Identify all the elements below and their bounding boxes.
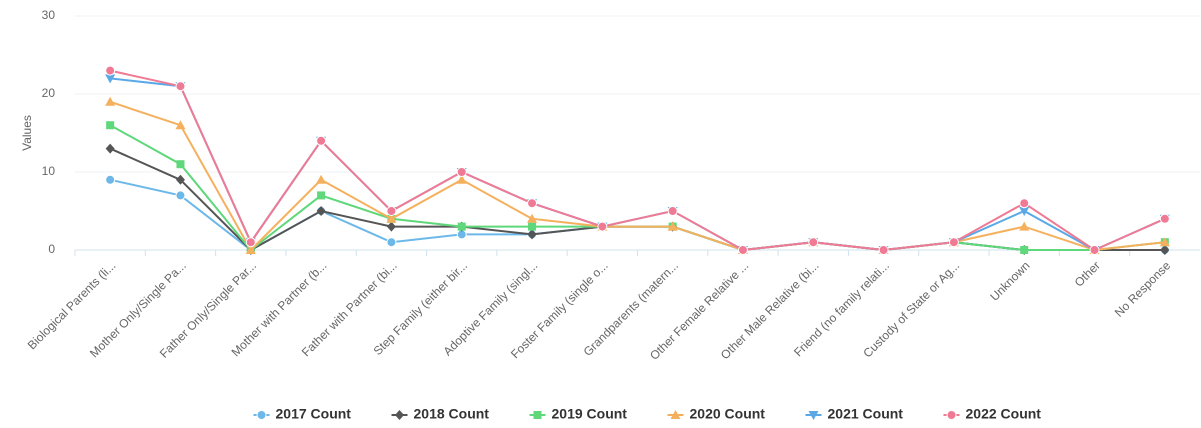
marker — [528, 222, 537, 231]
marker — [667, 206, 678, 216]
marker — [245, 245, 256, 254]
marker — [948, 237, 959, 248]
x-tick-label: No Response — [1112, 258, 1174, 320]
marker — [808, 411, 819, 420]
y-tick-label: 10 — [42, 164, 56, 178]
x-tick-label: Unknown — [987, 258, 1032, 303]
marker — [175, 190, 186, 201]
marker — [457, 222, 466, 231]
marker — [1160, 245, 1170, 255]
series-line — [109, 69, 1166, 252]
marker — [667, 221, 678, 231]
marker — [1159, 237, 1170, 247]
marker — [527, 229, 537, 240]
marker — [175, 120, 186, 130]
marker — [946, 410, 957, 420]
marker — [456, 174, 467, 184]
series — [105, 96, 1170, 254]
marker — [106, 121, 115, 130]
marker — [386, 237, 397, 248]
marker — [1019, 198, 1030, 209]
marker — [386, 206, 397, 216]
legend-label: 2022 Count — [966, 406, 1042, 422]
legend-label: 2019 Count — [552, 406, 628, 422]
series — [105, 74, 1170, 255]
marker — [1020, 246, 1029, 254]
legend-label: 2020 Count — [690, 406, 766, 422]
marker — [386, 221, 396, 232]
marker — [245, 237, 256, 248]
series-line — [109, 100, 1165, 252]
y-tick-label: 0 — [48, 242, 55, 256]
legend-label: 2021 Count — [828, 406, 904, 422]
marker — [1159, 213, 1170, 224]
series-line — [110, 77, 1166, 252]
marker — [175, 174, 185, 185]
marker — [316, 174, 327, 184]
marker — [176, 160, 185, 169]
marker — [527, 213, 538, 223]
marker — [105, 65, 116, 76]
marker — [105, 96, 116, 106]
marker — [316, 206, 326, 216]
marker — [737, 245, 748, 255]
marker — [105, 74, 116, 84]
series — [105, 65, 1170, 255]
legend-label: 2018 Count — [414, 406, 490, 422]
y-tick-label: 30 — [42, 8, 56, 22]
marker — [105, 174, 116, 185]
marker — [878, 245, 889, 255]
marker — [317, 191, 326, 200]
x-tick-label: Other — [1072, 258, 1103, 289]
legend-label: 2017 Count — [276, 406, 352, 422]
marker — [386, 213, 397, 223]
marker — [316, 135, 327, 146]
marker — [533, 411, 542, 419]
series-line — [109, 147, 1165, 252]
marker — [1019, 207, 1030, 216]
y-tick-label: 20 — [42, 86, 56, 100]
marker — [395, 410, 404, 420]
marker — [105, 143, 115, 154]
marker — [808, 237, 819, 248]
marker — [256, 410, 267, 420]
marker — [175, 81, 186, 92]
marker — [456, 167, 467, 177]
marker — [670, 410, 681, 419]
marker — [527, 198, 538, 209]
marker — [1089, 245, 1100, 255]
y-axis-label: Values — [20, 115, 34, 151]
marker — [597, 221, 608, 232]
marker — [1019, 221, 1030, 231]
